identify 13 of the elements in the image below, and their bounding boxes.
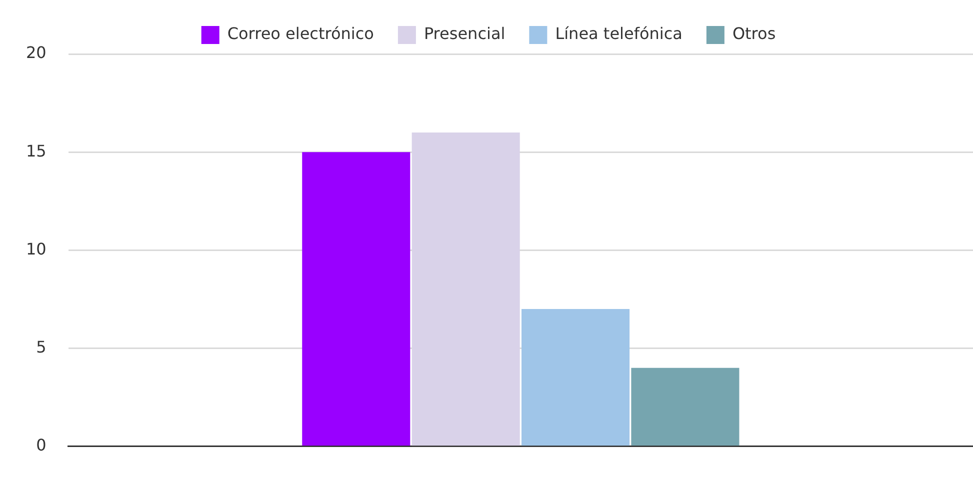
bar bbox=[412, 132, 520, 446]
y-tick-label: 10 bbox=[26, 239, 46, 258]
legend-label: Presencial bbox=[424, 24, 506, 44]
legend-label: Correo electrónico bbox=[227, 24, 374, 44]
y-tick-label: 15 bbox=[26, 141, 46, 160]
y-tick-label: 20 bbox=[26, 43, 46, 62]
bar bbox=[302, 152, 410, 446]
bar bbox=[631, 368, 740, 446]
legend-label: Línea telefónica bbox=[555, 24, 682, 44]
bar bbox=[522, 309, 630, 446]
y-tick-label: 0 bbox=[36, 436, 46, 455]
y-tick-label: 5 bbox=[36, 337, 46, 356]
legend-label: Otros bbox=[732, 24, 776, 44]
